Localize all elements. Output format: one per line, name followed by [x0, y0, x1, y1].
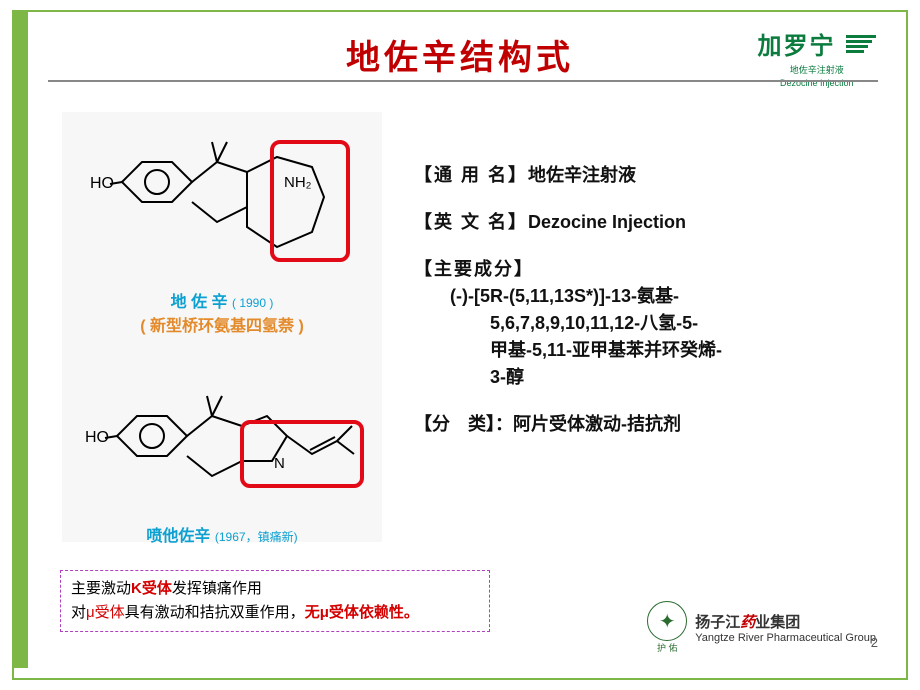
compound1-year: ( 1990 ) — [232, 296, 273, 310]
english-name-row: 【英 文 名】Dezocine Injection — [414, 209, 894, 236]
class-value: ：阿片受体激动-拮抗剂 — [495, 414, 681, 434]
brand-bars-icon — [846, 33, 876, 55]
compound2-highlight — [240, 420, 364, 488]
slide-frame: 地佐辛结构式 加罗宁 地佐辛注射液 Dezocine Injection — [12, 10, 908, 680]
english-label: 【英 文 名】 — [414, 212, 528, 232]
compound2-year: (1967，镇痛新) — [215, 530, 298, 544]
generic-label: 【通 用 名】 — [414, 165, 528, 185]
company-sub: 护 佑 — [647, 641, 687, 654]
compound2-structure: HO N — [62, 366, 382, 516]
no-mu-dependence: 无μ受体依赖性。 — [305, 604, 419, 621]
ingredient-line: 5,6,7,8,9,10,11,12-八氢-5- — [490, 310, 894, 337]
compound1-highlight — [270, 140, 350, 262]
class-row: 【分 类】：阿片受体激动-拮抗剂 — [414, 411, 894, 438]
info-block: 【通 用 名】地佐辛注射液 【英 文 名】Dezocine Injection … — [414, 162, 894, 458]
compound1-caption: 地 佐 辛 ( 1990 ) ( 新型桥环氨基四氢萘 ) — [62, 288, 382, 336]
wreath-icon: ✦ — [647, 601, 687, 641]
structure-panel: HO NH₂ 地 佐 辛 ( 1990 ) ( 新型桥环氨基四氢萘 ) — [62, 112, 382, 542]
brand-sub-cn: 地佐辛注射液 — [758, 63, 876, 76]
title-divider — [48, 80, 878, 82]
page-number: 2 — [871, 635, 878, 650]
k-receptor: K受体 — [131, 580, 172, 597]
company-name-en: Yangtze River Pharmaceutical Group — [695, 632, 876, 644]
compound2-name: 喷他佐辛 — [146, 528, 210, 545]
footnote-box: 主要激动K受体发挥镇痛作用 对μ受体具有激动和拮抗双重作用，无μ受体依赖性。 — [60, 570, 490, 632]
compound1-structure: HO NH₂ — [62, 112, 382, 282]
generic-value: 地佐辛注射液 — [528, 165, 636, 185]
left-accent-bar — [14, 12, 28, 668]
ingredient-line: (-)-[5R-(5,11,13S*)]-13-氨基- — [450, 283, 894, 310]
brand-logo: 加罗宁 地佐辛注射液 Dezocine Injection — [758, 26, 876, 88]
ingredient-row: 【主要成分】 (-)-[5R-(5,11,13S*)]-13-氨基- 5,6,7… — [414, 256, 894, 391]
brand-name: 加罗宁 — [758, 26, 836, 61]
ingredient-line: 3-醇 — [490, 364, 894, 391]
compound2-caption: 喷他佐辛 (1967，镇痛新) — [62, 522, 382, 546]
english-value: Dezocine Injection — [528, 212, 686, 232]
footnote-line2: 对μ受体具有激动和拮抗双重作用，无μ受体依赖性。 — [71, 601, 479, 625]
class-label: 【分 类】 — [414, 414, 495, 434]
company-name: 扬子江药业集团 Yangtze River Pharmaceutical Gro… — [695, 611, 876, 644]
compound1-subtitle: ( 新型桥环氨基四氢萘 ) — [140, 318, 304, 335]
generic-name-row: 【通 用 名】地佐辛注射液 — [414, 162, 894, 189]
compound1-name: 地 佐 辛 — [171, 294, 228, 311]
ingredient-label: 【主要成分】 — [414, 256, 894, 283]
company-block: ✦ 护 佑 扬子江药业集团 Yangtze River Pharmaceutic… — [647, 601, 876, 654]
company-emblem: ✦ 护 佑 — [647, 601, 687, 654]
footnote-line1: 主要激动K受体发挥镇痛作用 — [71, 577, 479, 601]
ingredient-line: 甲基-5,11-亚甲基苯并环癸烯- — [490, 337, 894, 364]
mu-receptor: μ受体 — [86, 604, 125, 621]
